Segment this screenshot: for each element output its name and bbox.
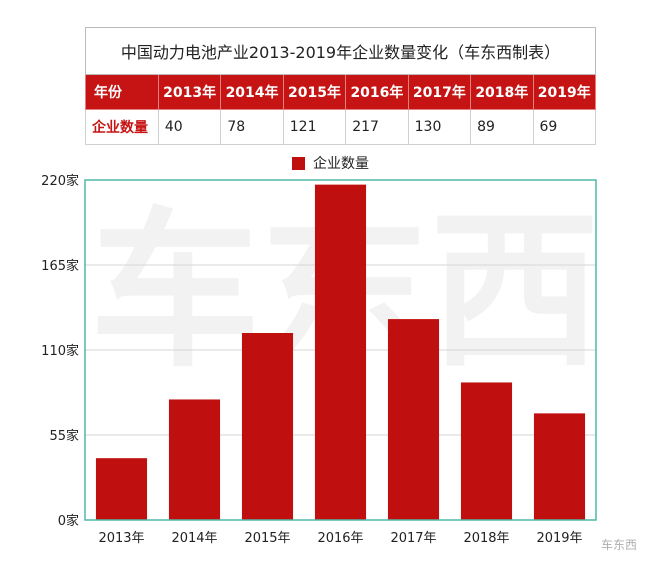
x-tick-label: 2016年 bbox=[317, 531, 363, 546]
year-cell: 2018年 bbox=[470, 74, 534, 110]
count-cell: 217 bbox=[345, 109, 409, 145]
chart-legend: 企业数量 bbox=[292, 153, 369, 173]
year-cell: 2016年 bbox=[345, 74, 409, 110]
bar bbox=[387, 319, 440, 520]
year-cell: 2014年 bbox=[220, 74, 284, 110]
x-tick-label: 2017年 bbox=[390, 531, 436, 546]
data-table: 中国动力电池产业2013-2019年企业数量变化（车东西制表） 年份 2013年… bbox=[85, 27, 597, 145]
count-cell: 89 bbox=[470, 109, 534, 145]
year-row-label: 年份 bbox=[85, 74, 159, 110]
year-cell: 2015年 bbox=[282, 74, 347, 110]
table-header-row: 年份 2013年 2014年 2015年 2016年 2017年 2018年 2… bbox=[85, 74, 597, 110]
x-tick-label: 2018年 bbox=[463, 531, 509, 546]
x-axis-ticks: 2013年 2014年 2015年 2016年 2017年 2018年 2019年 bbox=[98, 531, 582, 546]
count-cell: 40 bbox=[157, 109, 222, 145]
year-cell: 2017年 bbox=[407, 74, 472, 110]
bar bbox=[314, 184, 367, 521]
bar bbox=[460, 382, 513, 520]
table-values-row: 企业数量 40 78 121 217 130 89 69 bbox=[85, 109, 597, 145]
legend-swatch bbox=[292, 156, 305, 170]
bar bbox=[95, 458, 148, 520]
corner-watermark: 车东西 bbox=[600, 538, 637, 552]
count-row-label: 企业数量 bbox=[85, 109, 159, 145]
year-cell: 2013年 bbox=[157, 74, 222, 110]
y-tick-label: 0家 bbox=[58, 513, 79, 529]
y-axis-ticks: 0家 55家 110家 165家 220家 bbox=[41, 173, 79, 529]
x-tick-label: 2013年 bbox=[98, 531, 144, 546]
legend-label: 企业数量 bbox=[313, 156, 369, 172]
count-cell: 78 bbox=[220, 109, 284, 145]
x-tick-label: 2015年 bbox=[244, 531, 290, 546]
y-tick-label: 220家 bbox=[41, 173, 79, 189]
table-title: 中国动力电池产业2013-2019年企业数量变化（车东西制表） bbox=[85, 27, 596, 75]
count-cell: 69 bbox=[532, 109, 597, 145]
plot-frame bbox=[84, 179, 597, 521]
x-tick-label: 2019年 bbox=[536, 531, 582, 546]
bar bbox=[168, 399, 221, 520]
y-tick-label: 165家 bbox=[41, 258, 79, 274]
count-cell: 121 bbox=[282, 109, 347, 145]
y-tick-label: 55家 bbox=[49, 428, 79, 444]
bar bbox=[533, 413, 586, 520]
year-cell: 2019年 bbox=[532, 74, 597, 110]
y-tick-label: 110家 bbox=[41, 343, 79, 359]
bars bbox=[95, 184, 586, 521]
x-tick-label: 2014年 bbox=[171, 531, 217, 546]
bar bbox=[241, 333, 294, 520]
